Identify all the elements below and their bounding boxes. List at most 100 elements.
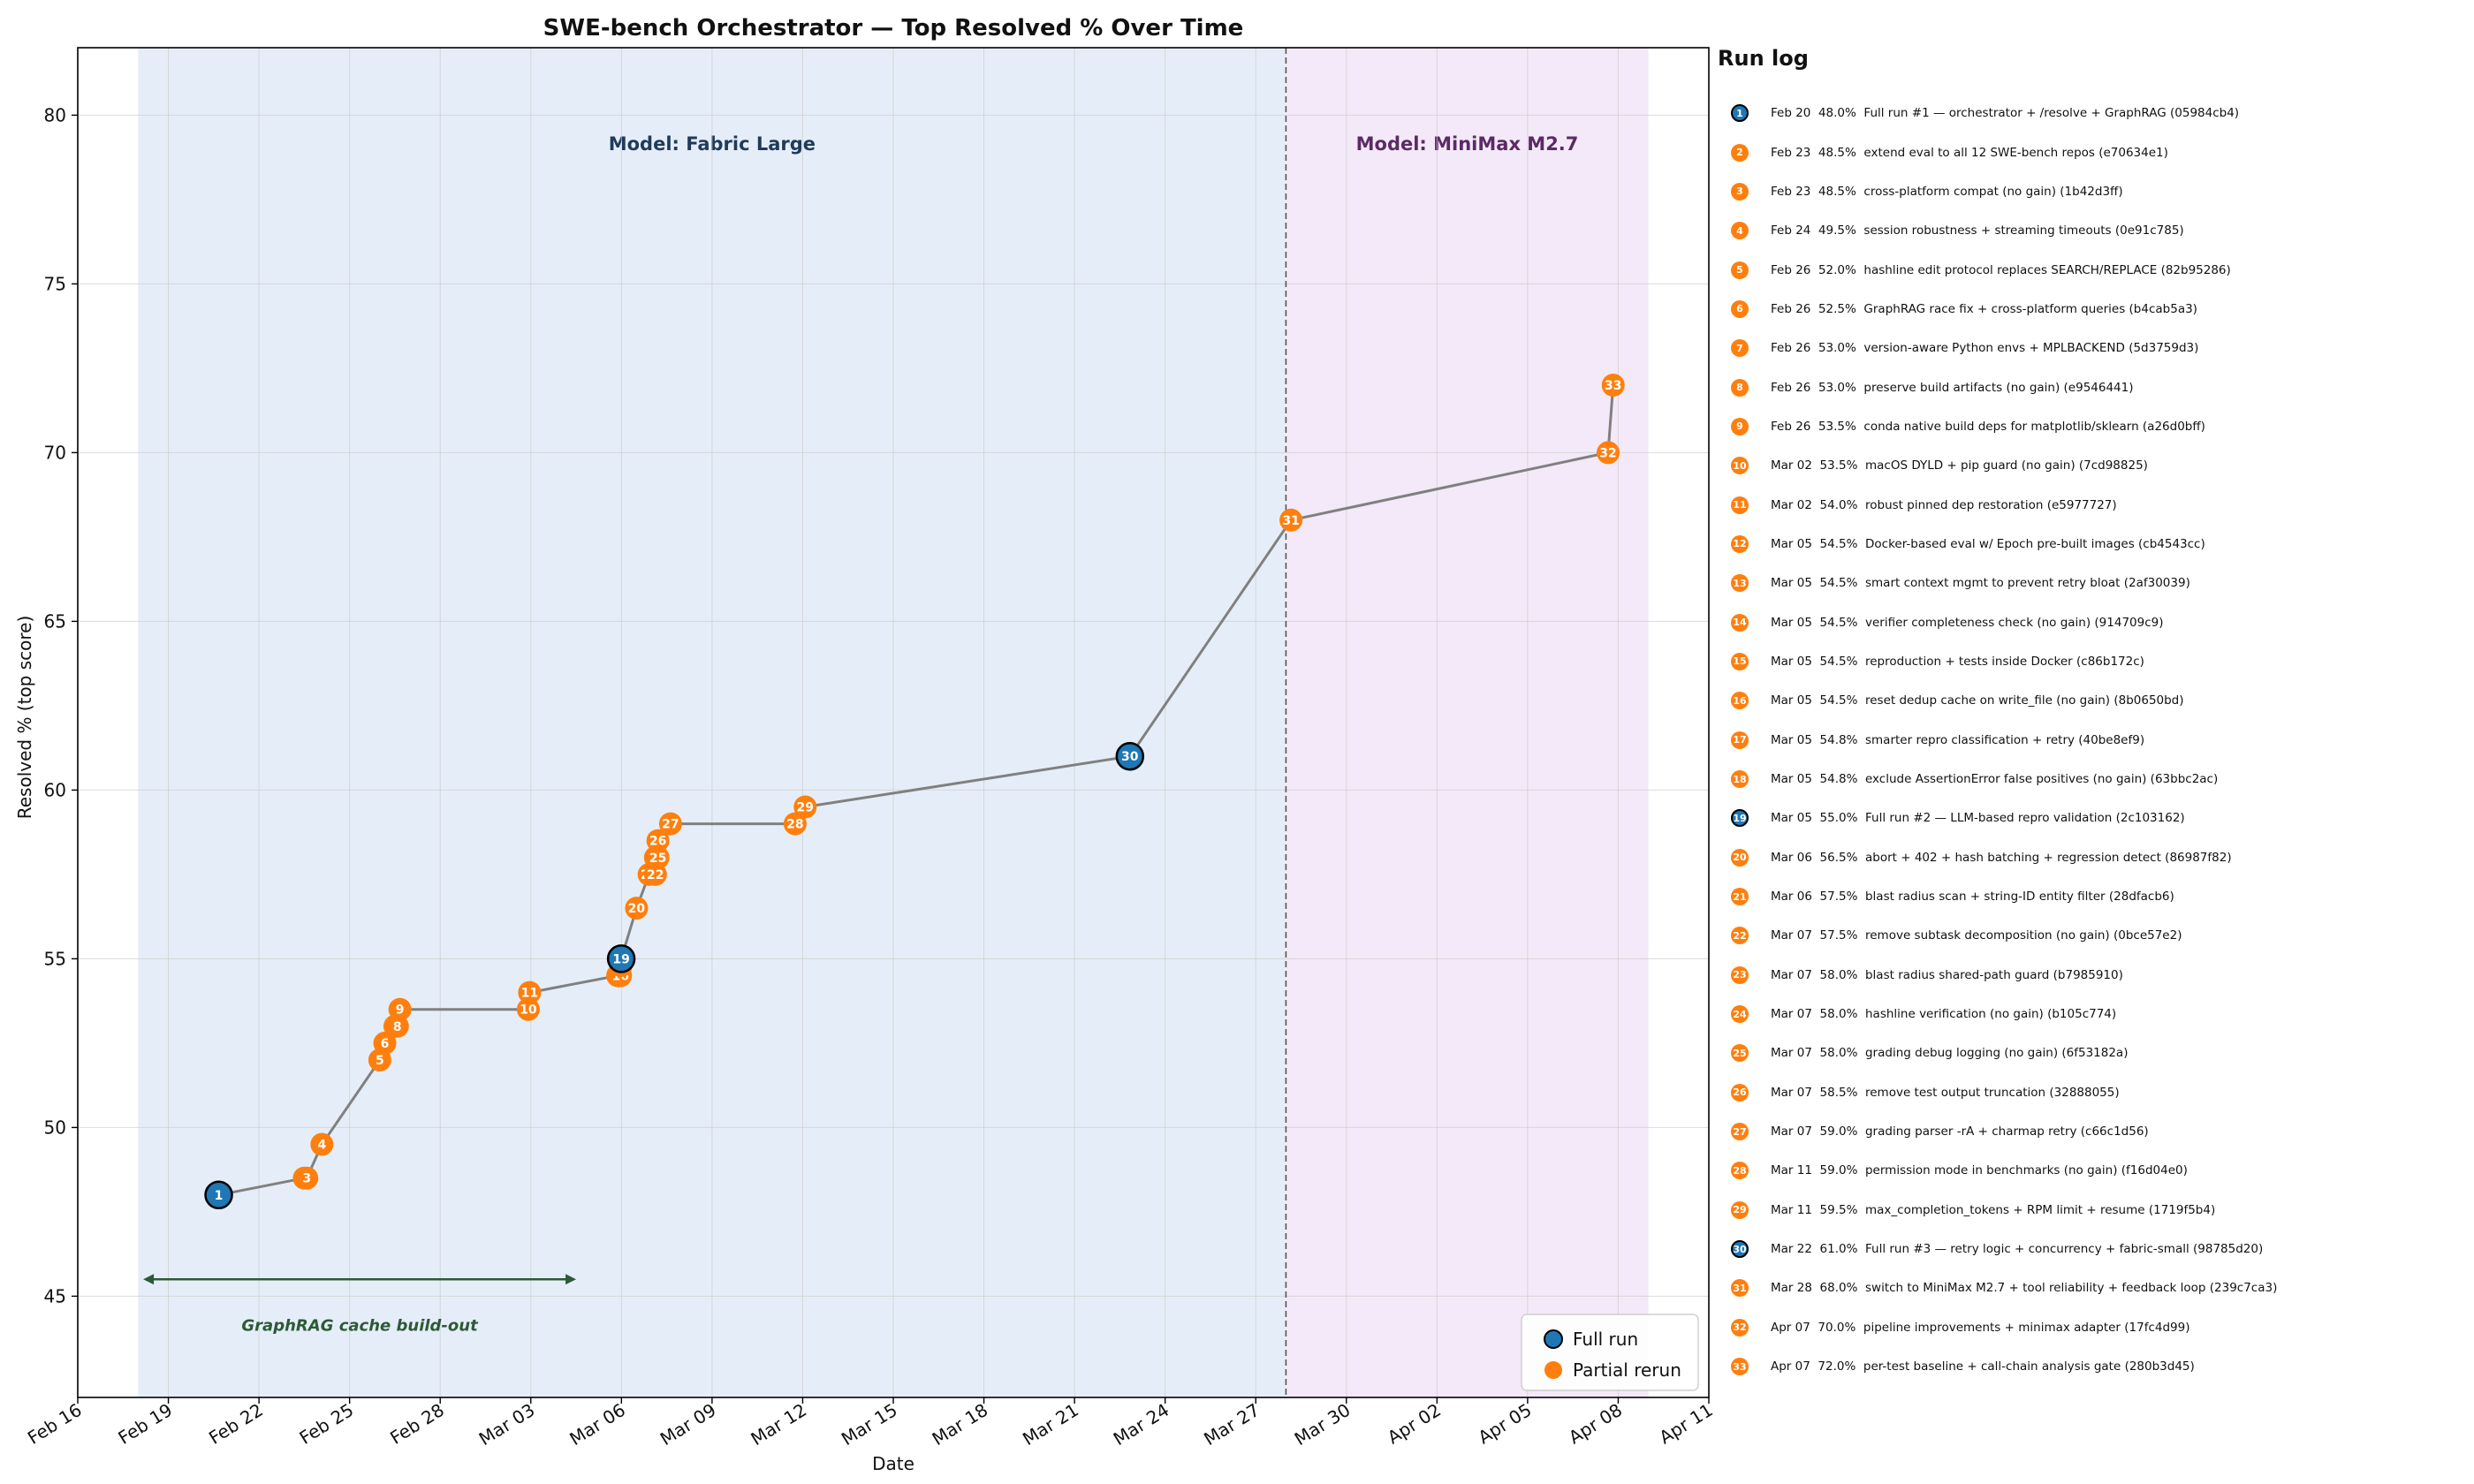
x-tick-label: Feb 25 (296, 1399, 358, 1449)
x-tick-label: Apr 08 (1565, 1399, 1626, 1449)
x-tick-label: Mar 30 (1291, 1399, 1355, 1450)
run-log-marker: 23 (1731, 965, 1749, 984)
run-log-entry: 21 Mar 06 57.5% blast radius scan + strin… (1731, 877, 2460, 916)
legend-label-full: Full run (1573, 1329, 1638, 1350)
point-marker (1597, 441, 1620, 465)
run-log-entry: 7 Feb 26 53.0% version-aware Python envs … (1731, 329, 2460, 367)
run-log-text: Feb 23 48.5% cross-platform compat (no g… (1771, 184, 2123, 199)
run-log-text: Mar 07 58.0% blast radius shared-path gu… (1771, 967, 2123, 982)
point-marker (1279, 508, 1303, 532)
run-log-text: Mar 11 59.5% max_completion_tokens + RPM… (1771, 1202, 2216, 1217)
point-label: 22 (647, 868, 664, 882)
point-label: 27 (662, 818, 679, 832)
run-log-text: Mar 07 58.0% hashline verification (no g… (1771, 1007, 2117, 1022)
run-log-entry: 14 Mar 05 54.5% verifier completeness che… (1731, 602, 2460, 641)
x-axis-label: Date (872, 1453, 914, 1474)
run-log-marker: 10 (1731, 457, 1749, 475)
run-log-entry: 15 Mar 05 54.5% reproduction + tests insi… (1731, 642, 2460, 681)
x-tick-label: Feb 22 (205, 1399, 267, 1449)
run-log-marker: 31 (1731, 1279, 1749, 1298)
annotation-arrowhead-left (143, 1274, 155, 1285)
run-log-marker: 2 (1731, 143, 1749, 162)
run-log-entry: 16 Mar 05 54.5% reset dedup cache on writ… (1731, 681, 2460, 720)
run-log-marker: 6 (1731, 299, 1749, 318)
point-marker (373, 1031, 397, 1055)
run-log-marker: 3 (1731, 182, 1749, 201)
run-log-entry: 33 Apr 07 72.0% per-test baseline + call-… (1731, 1347, 2460, 1386)
run-log-entry: 5 Feb 26 52.0% hashline edit protocol rep… (1731, 250, 2460, 289)
point-label: 8 (393, 1020, 402, 1034)
run-log-text: Mar 06 57.5% blast radius scan + string-… (1771, 890, 2174, 905)
run-log-text: Mar 28 68.0% switch to MiniMax M2.7 + to… (1771, 1281, 2278, 1296)
run-log-entry: 3 Feb 23 48.5% cross-platform compat (no … (1731, 172, 2460, 211)
run-log-entry: 8 Feb 26 53.0% preserve build artifacts (… (1731, 367, 2460, 406)
run-log-entry: 30 Mar 22 61.0% Full run #3 — retry logic… (1731, 1230, 2460, 1268)
run-log-entry: 18 Mar 05 54.8% exclude AssertionError fa… (1731, 760, 2460, 799)
point-label: 31 (1282, 514, 1299, 528)
run-log-entry: 22 Mar 07 57.5% remove subtask decomposit… (1731, 916, 2460, 955)
run-log-entry: 24 Mar 07 58.0% hashline verification (no… (1731, 995, 2460, 1034)
run-log-entry: 26 Mar 07 58.5% remove test output trunca… (1731, 1073, 2460, 1112)
run-log-entry: 9 Feb 26 53.5% conda native build deps fo… (1731, 407, 2460, 446)
run-log-text: Mar 22 61.0% Full run #3 — retry logic +… (1771, 1242, 2264, 1257)
run-log-text: Mar 05 54.5% reset dedup cache on write_… (1771, 693, 2184, 708)
point-marker (646, 829, 670, 852)
y-tick-label: 60 (44, 779, 66, 800)
point-label: 30 (1121, 750, 1139, 764)
run-log-marker: 15 (1731, 652, 1749, 670)
run-log-title: Run log (1718, 46, 1809, 71)
point-label: 19 (612, 952, 629, 966)
annotation-label: GraphRAG cache build-out (241, 1316, 479, 1335)
run-log-text: Feb 26 53.0% preserve build artifacts (n… (1771, 380, 2134, 395)
run-log-entry: 13 Mar 05 54.5% smart context mgmt to pre… (1731, 564, 2460, 602)
x-tick-label: Mar 24 (1110, 1399, 1173, 1450)
run-log-text: Mar 06 56.5% abort + 402 + hash batching… (1771, 850, 2232, 865)
y-tick-label: 80 (44, 104, 66, 125)
run-log-list: 1 Feb 20 48.0% Full run #1 — orchestrator… (1718, 94, 2460, 1386)
run-log-text: Feb 23 48.5% extend eval to all 12 SWE-b… (1771, 145, 2168, 160)
point-label: 25 (649, 852, 666, 866)
point-marker (643, 862, 667, 886)
x-tick-label: Mar 03 (475, 1399, 539, 1450)
run-log-entry: 19 Mar 05 55.0% Full run #2 — LLM-based r… (1731, 799, 2460, 837)
run-log-entry: 28 Mar 11 59.0% permission mode in benchm… (1731, 1151, 2460, 1190)
run-log-marker: 7 (1731, 339, 1749, 358)
point-marker (385, 1014, 409, 1038)
x-tick-label: Feb 19 (114, 1399, 176, 1449)
run-log-text: Feb 20 48.0% Full run #1 — orchestrator … (1771, 106, 2240, 121)
run-log-marker: 17 (1731, 731, 1749, 749)
point-label: 5 (376, 1054, 384, 1068)
run-log-marker: 8 (1731, 378, 1749, 397)
point-marker (518, 980, 542, 1004)
run-log-marker: 22 (1731, 927, 1749, 945)
run-log-marker: 32 (1731, 1318, 1749, 1336)
run-log-marker: 14 (1731, 613, 1749, 632)
point-label: 26 (649, 835, 666, 849)
point-marker (310, 1132, 334, 1156)
run-log-entry: 31 Mar 28 68.0% switch to MiniMax M2.7 + … (1731, 1268, 2460, 1307)
run-log-entry: 11 Mar 02 54.0% robust pinned dep restora… (1731, 485, 2460, 524)
point-marker (783, 812, 807, 836)
x-tick-label: Apr 05 (1475, 1399, 1536, 1449)
run-log-marker: 25 (1731, 1044, 1749, 1063)
y-tick-label: 65 (44, 610, 66, 632)
run-log-marker: 21 (1731, 888, 1749, 906)
run-log-text: Mar 02 53.5% macOS DYLD + pip guard (no … (1771, 458, 2148, 473)
x-tick-label: Mar 15 (838, 1399, 901, 1450)
run-log-text: Mar 05 54.5% smart context mgmt to preve… (1771, 576, 2190, 591)
x-tick-label: Mar 12 (747, 1399, 810, 1450)
point-marker (658, 812, 682, 836)
run-log-entry: 12 Mar 05 54.5% Docker-based eval w/ Epoc… (1731, 525, 2460, 564)
run-log-text: Mar 07 58.5% remove test output truncati… (1771, 1085, 2120, 1100)
run-log-entry: 17 Mar 05 54.8% smarter repro classificat… (1731, 721, 2460, 760)
point-label: 28 (786, 818, 803, 832)
point-label: 3 (302, 1172, 311, 1186)
run-log-text: Feb 24 49.5% session robustness + stream… (1771, 223, 2184, 238)
run-log-entry: 1 Feb 20 48.0% Full run #1 — orchestrator… (1731, 94, 2460, 132)
run-log-entry: 20 Mar 06 56.5% abort + 402 + hash batchi… (1731, 838, 2460, 877)
point-label: 29 (797, 801, 814, 815)
y-tick-label: 75 (44, 273, 66, 294)
run-log-text: Apr 07 70.0% pipeline improvements + min… (1771, 1320, 2190, 1335)
run-log-entry: 29 Mar 11 59.5% max_completion_tokens + R… (1731, 1191, 2460, 1230)
run-log-marker: 5 (1731, 261, 1749, 279)
